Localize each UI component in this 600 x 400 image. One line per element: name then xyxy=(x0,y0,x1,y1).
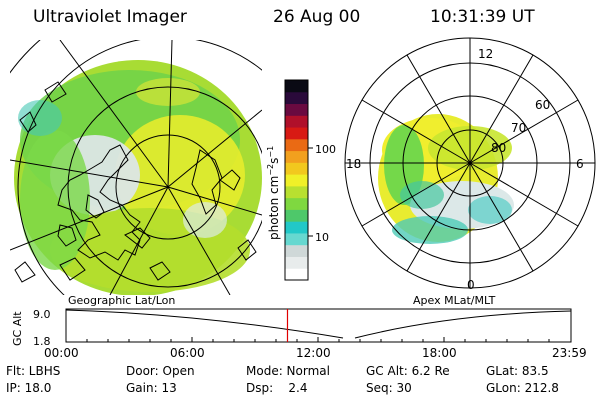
instrument-title: Ultraviolet Imager xyxy=(33,7,187,27)
mlt-label-12: 12 xyxy=(478,47,493,61)
colorbar-swatch xyxy=(285,127,308,140)
ip-info: IP: 18.0 xyxy=(6,381,52,395)
colorbar-unit-label: photon cm−2s−1 xyxy=(266,146,281,240)
colorbar-swatch xyxy=(285,162,308,175)
colorbar-swatch xyxy=(285,150,308,163)
gc-alt-curve xyxy=(65,309,572,339)
timeline-tick-2359: 23:59 xyxy=(552,346,587,360)
colorbar-tick-label-10: 10 xyxy=(315,231,329,244)
polar-spoke-13 xyxy=(406,162,471,272)
polar-panel-label: Apex MLat/MLT xyxy=(413,294,496,307)
glat-info: GLat: 83.5 xyxy=(486,364,549,378)
colorbar-swatch xyxy=(285,232,308,246)
polar-spoke-1 xyxy=(469,54,534,164)
colorbar-swatch xyxy=(285,80,308,93)
timeline-tick-0000: 00:00 xyxy=(44,346,79,360)
colorbar-swatch xyxy=(285,103,308,116)
polar-spoke-15 xyxy=(361,162,471,227)
mode-info: Mode: Normal xyxy=(246,364,330,378)
gc-alt-info: GC Alt: 6.2 Re xyxy=(366,364,450,378)
mlat-label-70: 70 xyxy=(511,121,526,135)
polar-plot-panel: 12 18 6 0 60 70 80 xyxy=(344,37,596,292)
timeline-tick-1200: 12:00 xyxy=(296,346,331,360)
geographic-panel-label: Geographic Lat/Lon xyxy=(68,294,175,307)
colorbar-swatch xyxy=(285,209,308,222)
polar-spoke-9 xyxy=(469,162,579,227)
timeline-y-top: 9.0 xyxy=(33,308,51,321)
time-label: 10:31:39 UT xyxy=(430,7,535,27)
date-label: 26 Aug 00 xyxy=(273,7,361,27)
colorbar-swatch xyxy=(285,197,308,210)
mlt-label-6: 6 xyxy=(576,157,584,171)
colorbar-frame xyxy=(284,79,309,281)
timeline-y-bottom: 1.8 xyxy=(33,335,51,348)
timeline-axis-label: GC Alt xyxy=(11,311,24,346)
polar-spoke-3 xyxy=(469,99,579,164)
colorbar-swatch xyxy=(285,221,308,234)
geographic-meridians xyxy=(10,40,262,295)
coastlines xyxy=(14,81,257,283)
seq-info: Seq: 30 xyxy=(366,381,412,395)
colorbar xyxy=(285,80,308,281)
colorbar-swatch xyxy=(285,115,308,128)
polar-spoke-21 xyxy=(361,99,471,164)
colorbar-swatch xyxy=(285,244,308,257)
mlat-label-80: 80 xyxy=(491,141,506,155)
colorbar-swatch xyxy=(285,268,308,281)
mlat-label-60: 60 xyxy=(535,98,550,112)
mlt-label-18: 18 xyxy=(346,157,361,171)
mlt-label-0: 0 xyxy=(467,278,475,292)
timeline-plot: GC Alt 9.0 1.8 00:00 06:00 12:00 18:00 2… xyxy=(11,308,587,360)
timeline-tick-1800: 18:00 xyxy=(422,346,457,360)
door-info: Door: Open xyxy=(126,364,195,378)
colorbar-swatch xyxy=(285,91,308,105)
dsp-info: Dsp: 2.4 xyxy=(246,381,308,395)
gain-info: Gain: 13 xyxy=(126,381,177,395)
colorbar-swatch xyxy=(285,174,308,187)
filter-info: Flt: LBHS xyxy=(6,364,61,378)
timeline-ticks xyxy=(86,337,550,342)
colorbar-tick-label-100: 100 xyxy=(315,143,336,156)
geographic-image-panel xyxy=(10,40,262,295)
polar-spoke-11 xyxy=(469,162,534,272)
glon-info: GLon: 212.8 xyxy=(486,381,559,395)
polar-spoke-23 xyxy=(406,54,471,164)
timeline-tick-0600: 06:00 xyxy=(170,346,205,360)
colorbar-swatch xyxy=(285,138,308,152)
colorbar-swatch xyxy=(285,256,308,269)
colorbar-swatch xyxy=(285,185,308,199)
